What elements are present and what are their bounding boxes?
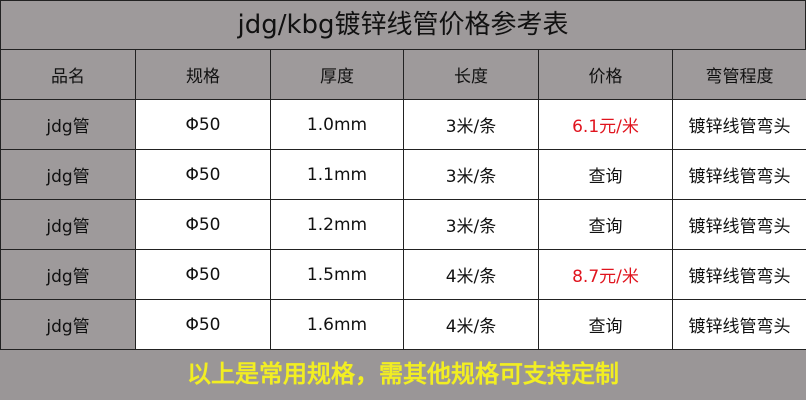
- cell-thickness: 1.6mm: [270, 299, 404, 350]
- cell-length: 4米/条: [403, 249, 539, 300]
- cell-spec: Φ50: [135, 99, 271, 150]
- cell-thickness: 1.0mm: [270, 99, 404, 150]
- cell-thickness: 1.1mm: [270, 149, 404, 200]
- header-spec: 规格: [135, 49, 271, 100]
- table-row: jdg管 Φ50 1.2mm 3米/条 查询 镀锌线管弯头: [0, 199, 806, 250]
- cell-product: jdg管: [0, 299, 136, 350]
- cell-price: 6.1元/米: [538, 99, 673, 150]
- header-product: 品名: [0, 49, 136, 100]
- cell-product: jdg管: [0, 249, 136, 300]
- table-row: jdg管 Φ50 1.0mm 3米/条 6.1元/米 镀锌线管弯头: [0, 99, 806, 150]
- footer-note: 以上是常用规格，需其他规格可支持定制: [0, 350, 806, 400]
- header-row: 品名 规格 厚度 长度 价格 弯管程度: [0, 49, 806, 100]
- cell-price: 查询: [538, 199, 673, 250]
- table-row: jdg管 Φ50 1.5mm 4米/条 8.7元/米 镀锌线管弯头: [0, 249, 806, 300]
- table-row: jdg管 Φ50 1.1mm 3米/条 查询 镀锌线管弯头: [0, 149, 806, 200]
- cell-bend: 镀锌线管弯头: [672, 149, 806, 200]
- cell-spec: Φ50: [135, 249, 271, 300]
- table-title: jdg/kbg镀锌线管价格参考表: [0, 0, 806, 49]
- cell-bend: 镀锌线管弯头: [672, 299, 806, 350]
- cell-spec: Φ50: [135, 299, 271, 350]
- header-length: 长度: [403, 49, 539, 100]
- cell-price: 查询: [538, 299, 673, 350]
- cell-length: 3米/条: [403, 99, 539, 150]
- table-row: jdg管 Φ50 1.6mm 4米/条 查询 镀锌线管弯头: [0, 299, 806, 350]
- cell-bend: 镀锌线管弯头: [672, 249, 806, 300]
- cell-length: 4米/条: [403, 299, 539, 350]
- header-bend: 弯管程度: [672, 49, 806, 100]
- cell-length: 3米/条: [403, 149, 539, 200]
- cell-length: 3米/条: [403, 199, 539, 250]
- cell-thickness: 1.5mm: [270, 249, 404, 300]
- header-thickness: 厚度: [270, 49, 404, 100]
- cell-price: 查询: [538, 149, 673, 200]
- cell-spec: Φ50: [135, 199, 271, 250]
- cell-product: jdg管: [0, 199, 136, 250]
- price-table: 品名 规格 厚度 长度 价格 弯管程度 jdg管 Φ50 1.0mm 3米/条 6.1元…: [0, 49, 806, 350]
- header-price: 价格: [538, 49, 673, 100]
- cell-price: 8.7元/米: [538, 249, 673, 300]
- cell-bend: 镀锌线管弯头: [672, 99, 806, 150]
- cell-bend: 镀锌线管弯头: [672, 199, 806, 250]
- cell-product: jdg管: [0, 149, 136, 200]
- cell-thickness: 1.2mm: [270, 199, 404, 250]
- cell-spec: Φ50: [135, 149, 271, 200]
- cell-product: jdg管: [0, 99, 136, 150]
